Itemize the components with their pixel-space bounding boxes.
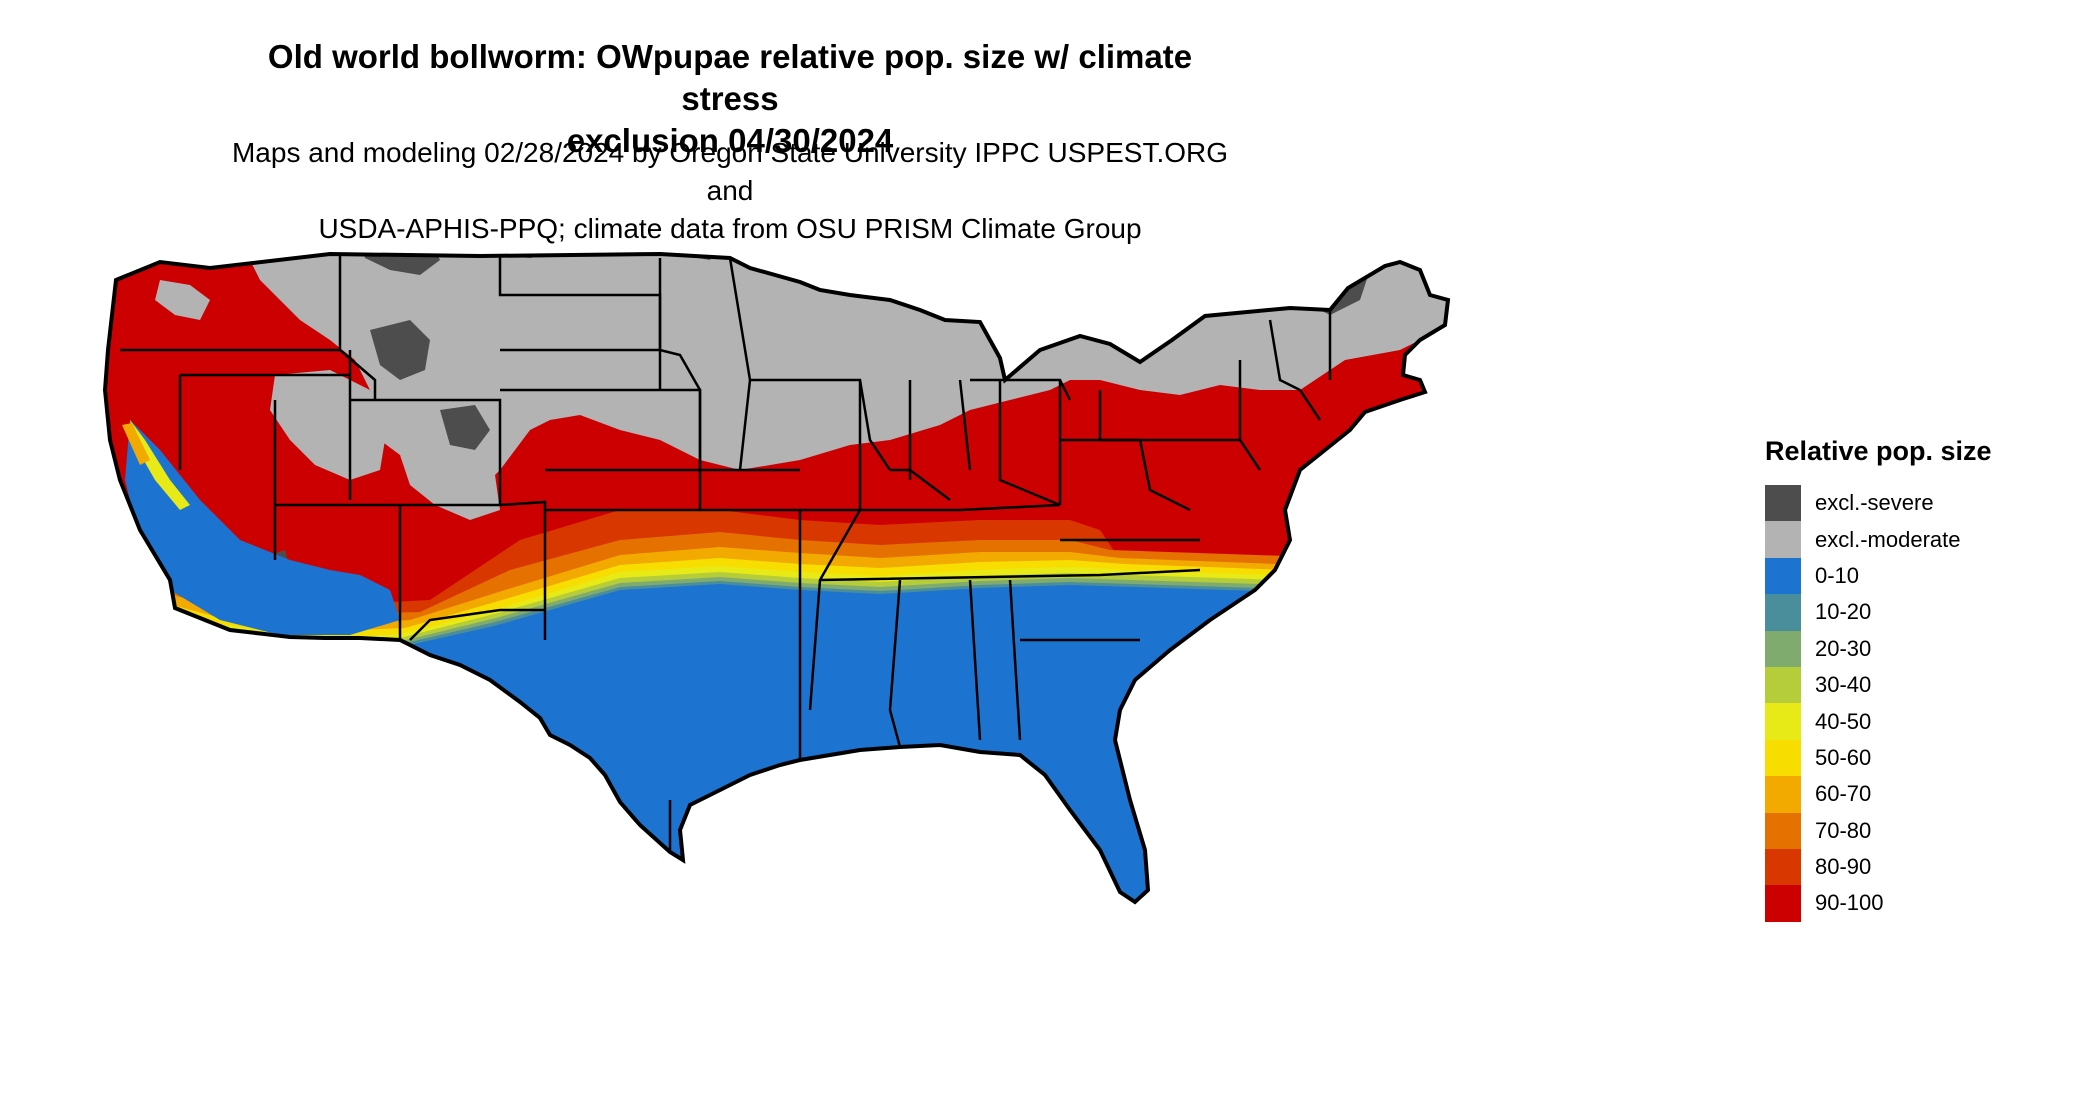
legend-item: 10-20 [1765, 594, 1992, 631]
legend-swatch [1765, 739, 1801, 777]
title-line-1: Old world bollworm: OWpupae relative pop… [267, 38, 1193, 117]
map-subtitle: Maps and modeling 02/28/2024 by Oregon S… [230, 134, 1230, 248]
legend-item: 70-80 [1765, 812, 1992, 849]
legend-item: 80-90 [1765, 848, 1992, 886]
subtitle-line-2: USDA-APHIS-PPQ; climate data from OSU PR… [318, 213, 1142, 244]
legend-label: excl.-moderate [1815, 526, 1961, 552]
legend-item: excl.-severe [1765, 485, 1992, 522]
legend-label: 90-100 [1815, 890, 1884, 916]
legend-item: 30-40 [1765, 666, 1992, 704]
legend-label: 10-20 [1815, 599, 1872, 625]
legend: Relative pop. size excl.-severe excl.-mod… [1765, 436, 1992, 922]
legend-item: 0-10 [1765, 557, 1992, 595]
legend-swatch [1765, 776, 1801, 813]
legend-label: 40-50 [1815, 708, 1872, 734]
legend-item: 50-60 [1765, 739, 1992, 777]
legend-label: 30-40 [1815, 672, 1872, 698]
legend-swatch [1765, 630, 1801, 667]
legend-swatch [1765, 666, 1801, 704]
us-map [102, 251, 1451, 905]
legend-item: 90-100 [1765, 885, 1992, 922]
legend-swatch [1765, 703, 1801, 740]
legend-swatch [1765, 885, 1801, 922]
legend-title: Relative pop. size [1765, 436, 1992, 466]
legend-label: 0-10 [1815, 562, 1860, 588]
legend-item: 60-70 [1765, 776, 1992, 813]
legend-label: 70-80 [1815, 817, 1872, 843]
subtitle-line-1: Maps and modeling 02/28/2024 by Oregon S… [231, 137, 1229, 206]
legend-swatch [1765, 594, 1801, 631]
legend-label: 20-30 [1815, 635, 1872, 661]
legend-label: 60-70 [1815, 781, 1872, 807]
legend-swatch [1765, 812, 1801, 849]
map-title: Old world bollworm: OWpupae relative pop… [230, 36, 1230, 162]
legend-item: 20-30 [1765, 630, 1992, 667]
legend-swatch [1765, 485, 1801, 522]
legend-swatch [1765, 521, 1801, 558]
legend-swatch [1765, 848, 1801, 886]
legend-label: 80-90 [1815, 854, 1872, 880]
legend-label: 50-60 [1815, 744, 1872, 770]
legend-label: excl.-severe [1815, 490, 1934, 516]
legend-item: excl.-moderate [1765, 521, 1992, 558]
legend-item: 40-50 [1765, 703, 1992, 740]
legend-swatch [1765, 557, 1801, 595]
title-line-2: exclusion 04/30/2024 [566, 122, 894, 159]
